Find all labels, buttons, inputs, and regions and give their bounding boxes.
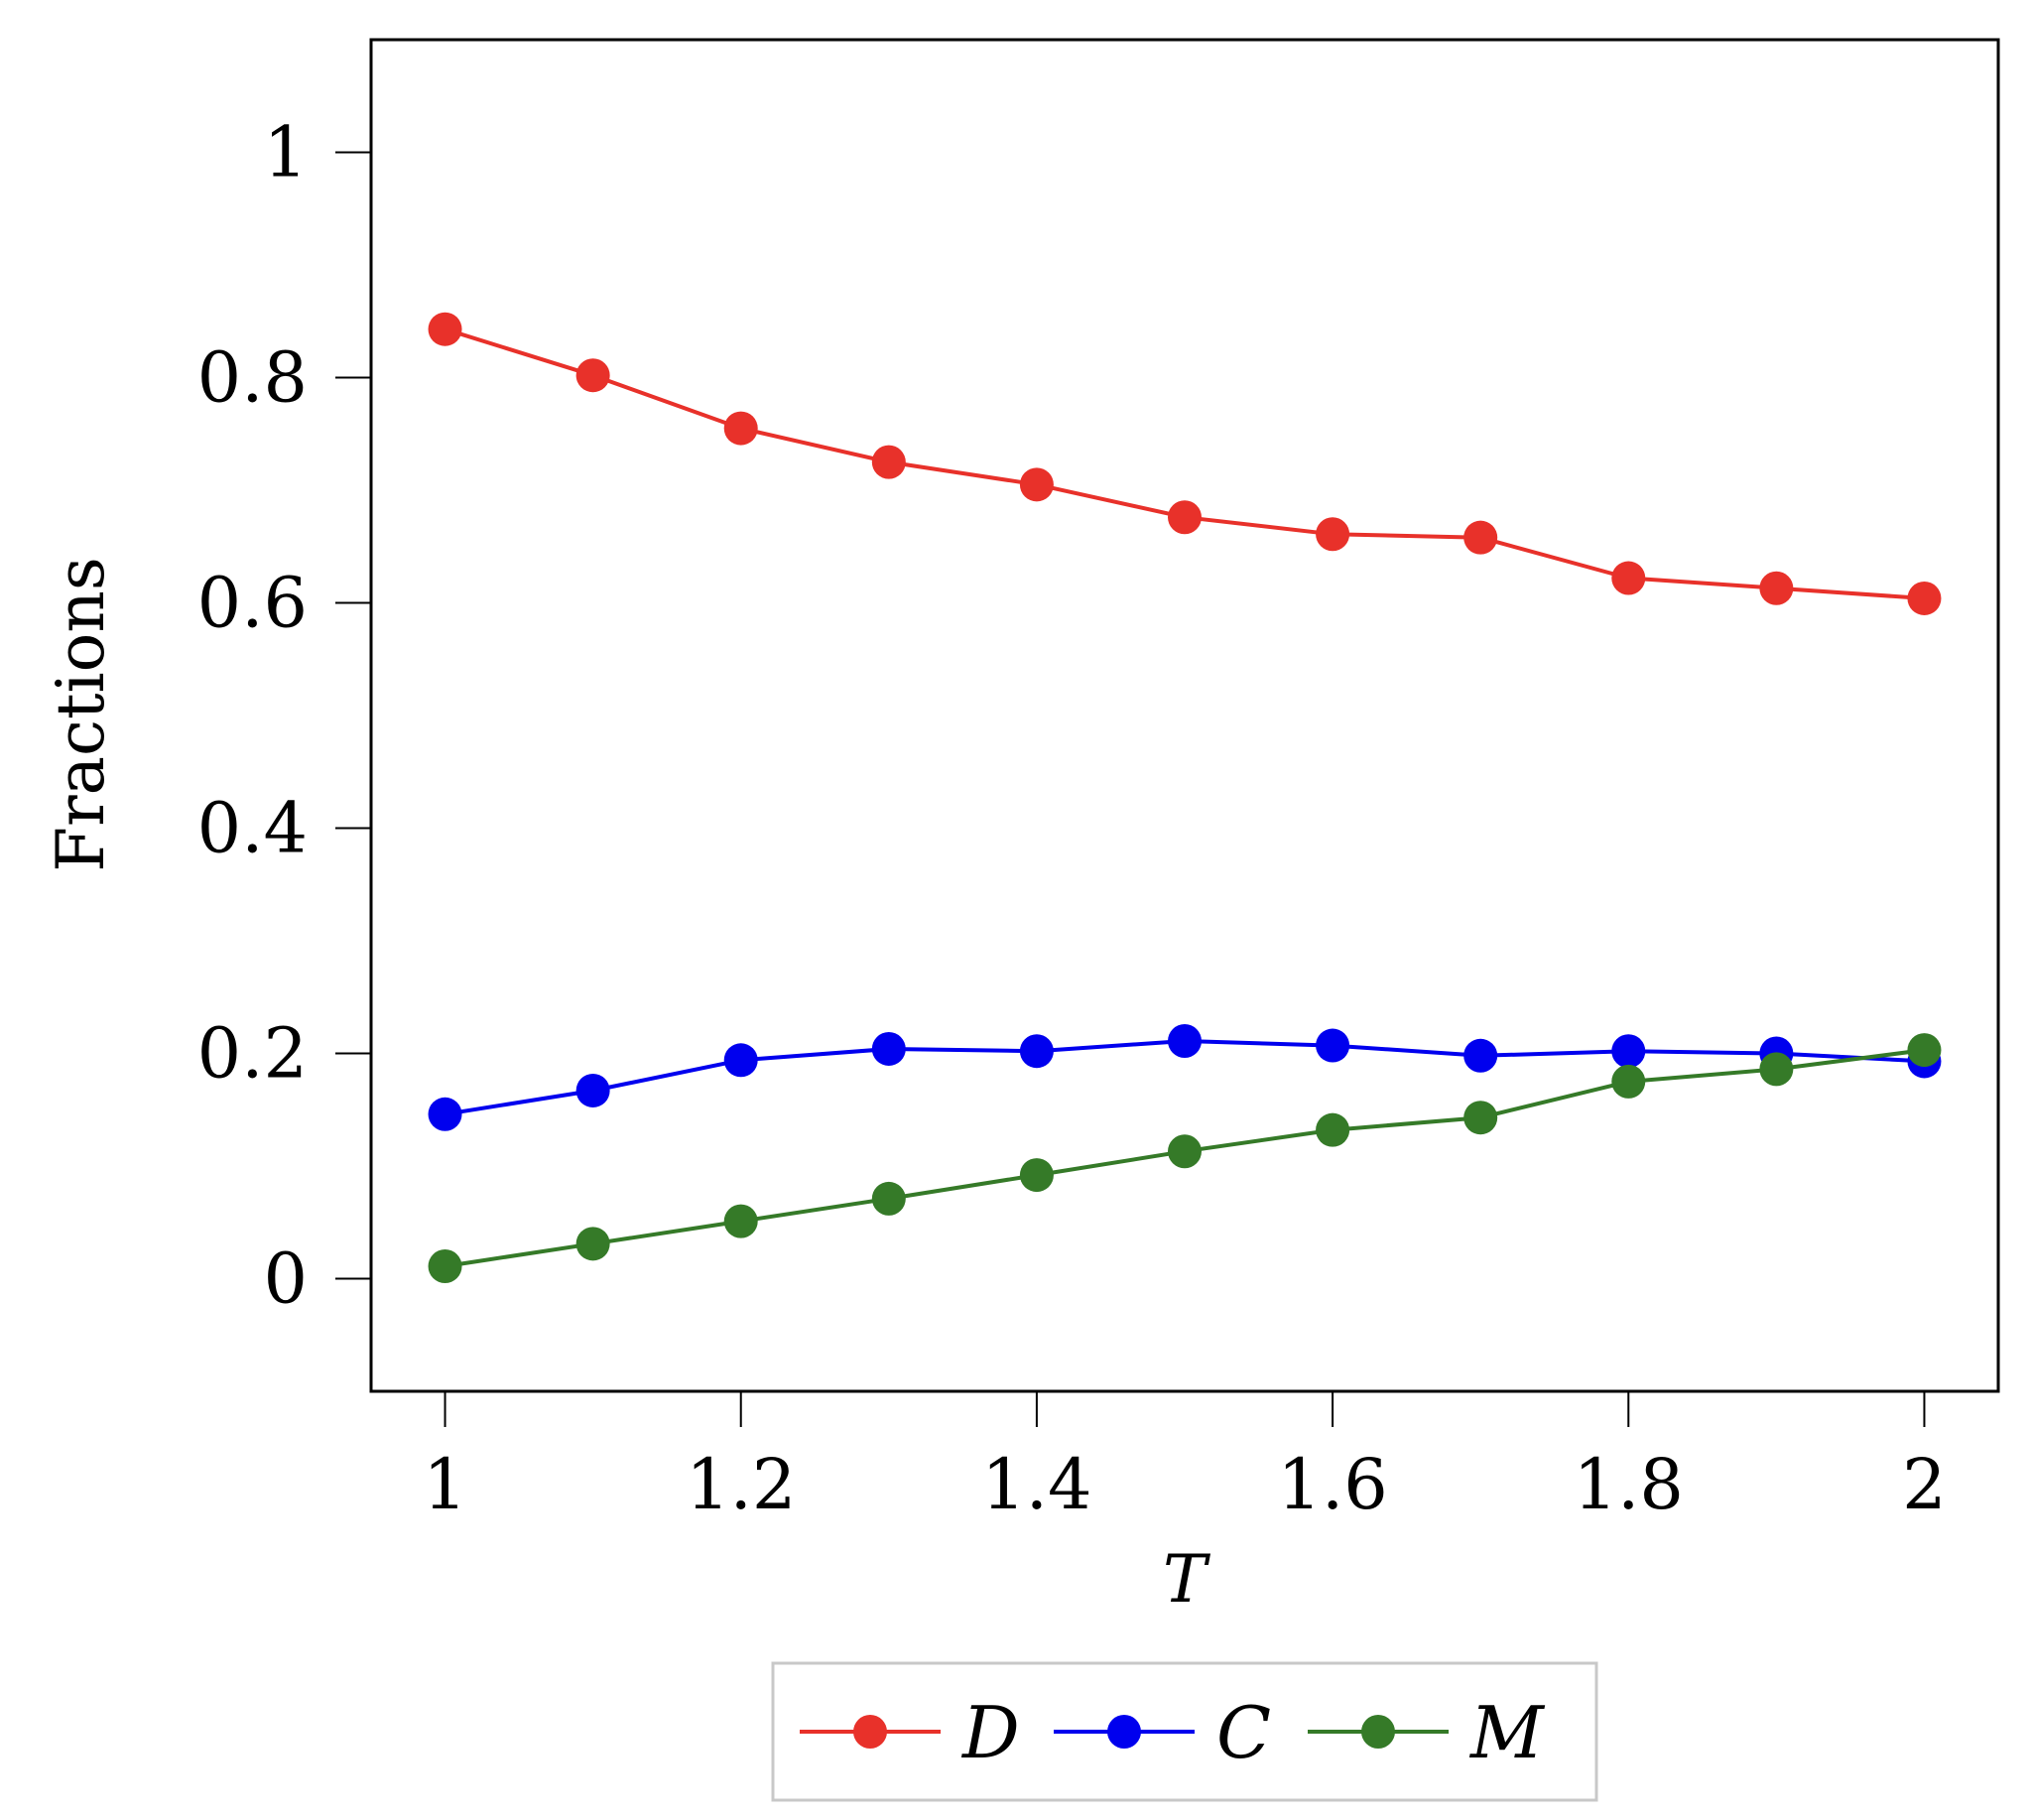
data-point-m bbox=[1907, 1033, 1942, 1068]
data-point-d bbox=[1463, 520, 1498, 555]
x-axis-ticks: 1 1.2 1.4 1.6 1.8 2 bbox=[423, 1391, 1947, 1525]
legend-entry-m: M bbox=[1308, 1691, 1546, 1774]
legend-label-c: C bbox=[1216, 1691, 1271, 1774]
data-point-d bbox=[1759, 571, 1794, 605]
legend-entry-c: C bbox=[1054, 1691, 1271, 1774]
data-point-c bbox=[1611, 1034, 1646, 1069]
legend-label-m: M bbox=[1468, 1691, 1546, 1774]
data-point-d bbox=[575, 358, 610, 393]
x-tick-label: 1.6 bbox=[1277, 1444, 1387, 1525]
data-point-d bbox=[1316, 517, 1350, 552]
x-tick-label: 1.8 bbox=[1574, 1444, 1684, 1525]
series-layer bbox=[428, 312, 1942, 1284]
data-point-m bbox=[1316, 1112, 1350, 1147]
plot-area-frame bbox=[369, 38, 2000, 1393]
series-d bbox=[428, 312, 1942, 615]
legend-marker-m bbox=[1361, 1715, 1395, 1749]
x-axis-label: T bbox=[1163, 1541, 1211, 1618]
y-axis-ticks: 0 0.2 0.4 0.6 0.8 1 bbox=[197, 112, 371, 1320]
data-point-d bbox=[1611, 561, 1646, 595]
data-point-m bbox=[1168, 1134, 1202, 1169]
series-m bbox=[428, 1033, 1942, 1284]
y-tick-label: 1 bbox=[263, 112, 308, 194]
data-point-d bbox=[428, 312, 462, 346]
legend-entry-d: D bbox=[800, 1691, 1020, 1774]
x-tick-label: 1 bbox=[423, 1444, 467, 1525]
x-tick-label: 2 bbox=[1902, 1444, 1947, 1525]
y-tick-label: 0 bbox=[263, 1238, 308, 1320]
y-tick-label: 0.2 bbox=[197, 1013, 308, 1095]
y-axis-label: Fractions bbox=[43, 557, 119, 871]
data-point-d bbox=[1019, 467, 1054, 502]
y-tick-label: 0.8 bbox=[197, 337, 308, 419]
data-point-m bbox=[1463, 1101, 1498, 1135]
data-point-d bbox=[1168, 500, 1202, 535]
data-point-c bbox=[871, 1031, 906, 1066]
data-point-d bbox=[723, 411, 758, 446]
legend-marker-d bbox=[853, 1715, 887, 1749]
x-tick-label: 1.2 bbox=[686, 1444, 796, 1525]
data-point-m bbox=[1019, 1158, 1054, 1193]
data-point-m bbox=[1759, 1052, 1794, 1087]
y-tick-label: 0.6 bbox=[197, 563, 308, 644]
data-point-d bbox=[1907, 581, 1942, 615]
data-point-c bbox=[1463, 1038, 1498, 1073]
legend-marker-c bbox=[1107, 1715, 1141, 1749]
data-point-m bbox=[575, 1227, 610, 1261]
data-point-c bbox=[1019, 1034, 1054, 1069]
data-point-d bbox=[871, 445, 906, 479]
data-point-c bbox=[723, 1043, 758, 1078]
y-tick-label: 0.4 bbox=[197, 788, 308, 869]
data-point-c bbox=[428, 1097, 462, 1131]
data-point-m bbox=[723, 1204, 758, 1238]
data-point-c bbox=[1316, 1028, 1350, 1063]
data-point-c bbox=[1168, 1024, 1202, 1059]
x-tick-label: 1.4 bbox=[981, 1444, 1091, 1525]
data-point-m bbox=[428, 1249, 462, 1284]
data-point-m bbox=[871, 1181, 906, 1216]
data-point-m bbox=[1611, 1064, 1646, 1099]
data-point-c bbox=[575, 1073, 610, 1107]
legend-label-d: D bbox=[960, 1691, 1020, 1774]
